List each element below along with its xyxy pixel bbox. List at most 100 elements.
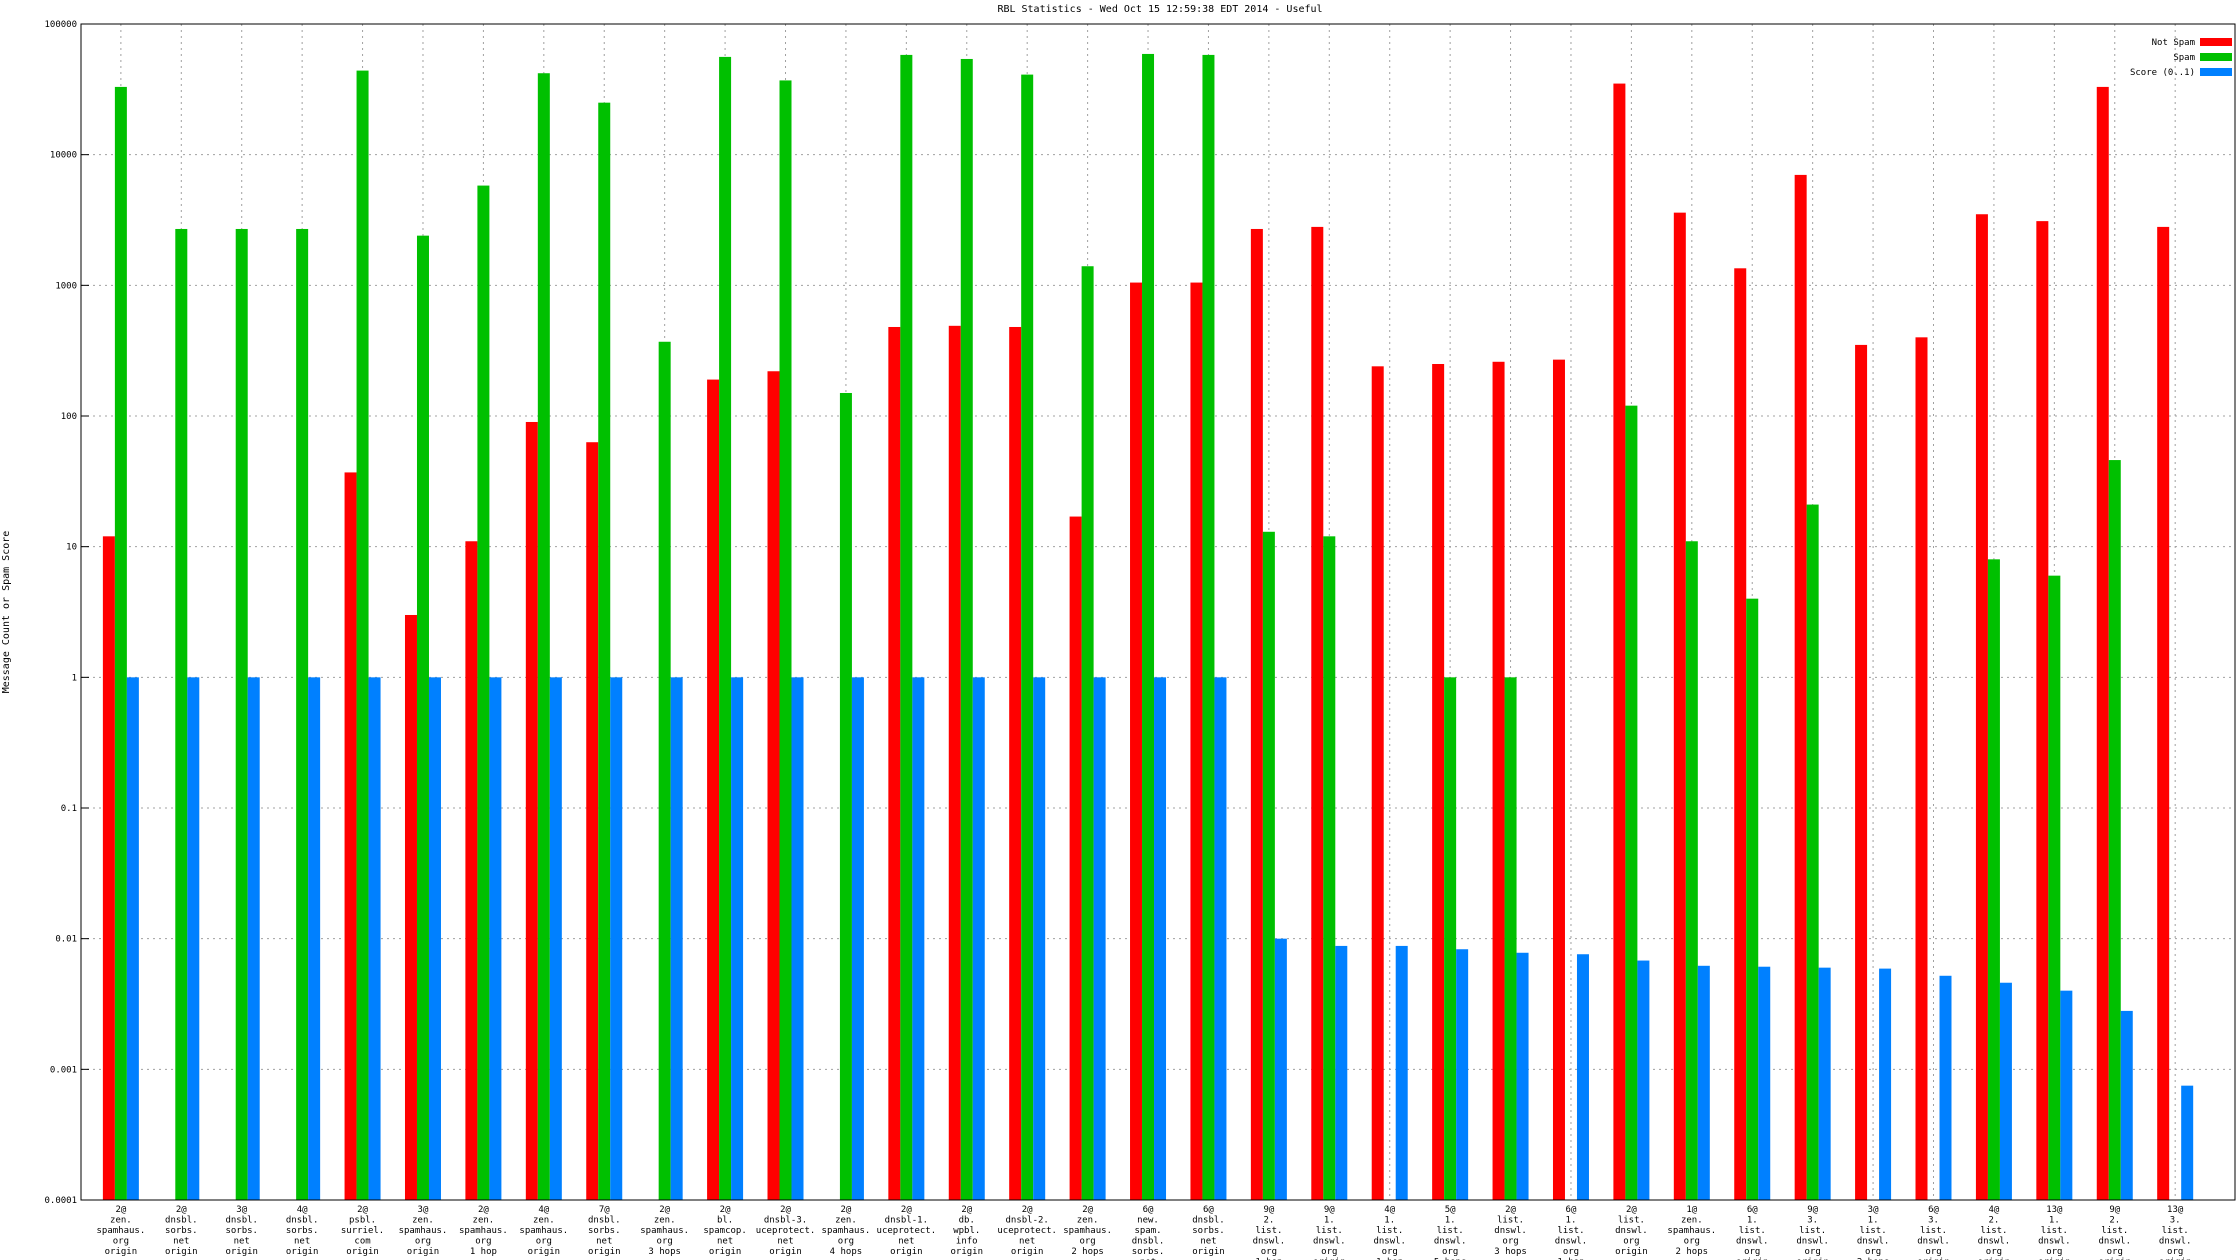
x-tick-label: net (173, 1237, 189, 1247)
x-tick-label: 3@ (418, 1205, 429, 1215)
x-tick-label: dnswl. (1857, 1237, 1890, 1247)
bar (598, 102, 611, 1200)
x-tick-label: dnsbl. (286, 1216, 319, 1226)
bar (707, 379, 720, 1201)
x-tick-label: net (898, 1237, 914, 1247)
bar (1262, 531, 1275, 1200)
x-tick-label: 3. (2170, 1216, 2181, 1226)
x-tick-label: 9@ (2109, 1205, 2120, 1215)
x-tick-label: spamhaus. (399, 1226, 448, 1236)
bar (1142, 53, 1155, 1200)
x-tick-label: zen. (1077, 1216, 1099, 1226)
bar (1999, 982, 2012, 1200)
bar (102, 536, 115, 1200)
x-tick-label: zen. (473, 1216, 495, 1226)
bar (1516, 952, 1529, 1200)
bar (1250, 228, 1263, 1200)
bar (779, 80, 792, 1201)
x-tick-label: org (1623, 1237, 1639, 1247)
x-tick-label: dnswl. (1796, 1237, 1829, 1247)
x-tick-label: dnsbl. (588, 1216, 621, 1226)
legend-swatch (2200, 38, 2232, 46)
bar (2048, 575, 2061, 1200)
x-tick-label: 2@ (1082, 1205, 1093, 1215)
x-tick-label: 3@ (1868, 1205, 1879, 1215)
x-tick-label: org (1865, 1247, 1881, 1257)
y-tick-label: 0.001 (50, 1065, 77, 1075)
bar (2157, 226, 2170, 1201)
x-tick-label: dnswl. (1978, 1237, 2011, 1247)
bar (537, 73, 550, 1200)
x-tick-label: uceprotect. (997, 1226, 1057, 1236)
x-tick-label: list. (1860, 1226, 1887, 1236)
bar (344, 472, 357, 1200)
x-tick-label: sorbs. (286, 1226, 319, 1236)
bar (187, 677, 200, 1200)
bar (1214, 677, 1227, 1200)
bar (610, 677, 623, 1200)
x-tick-label: dnswl. (2159, 1237, 2192, 1247)
bar (477, 185, 490, 1200)
x-tick-label: org (1744, 1247, 1760, 1257)
x-tick-label: info (956, 1237, 978, 1247)
bar (1613, 83, 1626, 1201)
bar (356, 70, 369, 1200)
bar (731, 677, 744, 1200)
x-tick-label: org (838, 1237, 854, 1247)
x-tick-label: sorbs. (165, 1226, 198, 1236)
bar (1758, 966, 1771, 1200)
y-tick-label: 0.01 (55, 935, 77, 945)
x-tick-label: dnswl. (1494, 1226, 1527, 1236)
x-tick-label: list. (1799, 1226, 1826, 1236)
x-tick-label: zen. (1681, 1216, 1703, 1226)
bar (2108, 460, 2121, 1201)
x-tick-label: dnsbl. (165, 1216, 198, 1226)
x-tick-label: 2@ (1626, 1205, 1637, 1215)
x-tick-label: org (657, 1237, 673, 1247)
bar (1335, 945, 1348, 1200)
bar (489, 677, 502, 1200)
x-tick-label: spamhaus. (1667, 1226, 1716, 1236)
x-tick-label: org (1442, 1247, 1458, 1257)
x-tick-label: org (1382, 1247, 1398, 1257)
x-tick-label: 1. (1324, 1216, 1335, 1226)
x-tick-label: 2 hops (1071, 1247, 1104, 1257)
bar (1794, 174, 1807, 1200)
x-tick-label: 4@ (1988, 1205, 1999, 1215)
x-tick-label: origin (165, 1247, 198, 1257)
bar (2060, 990, 2073, 1200)
x-tick-label: origin (769, 1247, 802, 1257)
x-tick-label: 2@ (357, 1205, 368, 1215)
x-tick-label: list. (1376, 1226, 1403, 1236)
x-tick-label: origin (951, 1247, 984, 1257)
x-tick-label: 2@ (841, 1205, 852, 1215)
plot-frame (80, 23, 2236, 1201)
x-tick-label: psbl. (349, 1216, 376, 1226)
bar (839, 392, 852, 1201)
y-tick-label: 0.0001 (44, 1196, 77, 1206)
bar (767, 371, 780, 1200)
x-tick-label: list. (2162, 1226, 2189, 1236)
bar (235, 228, 248, 1200)
x-tick-label: list. (1437, 1226, 1464, 1236)
x-tick-label: origin (225, 1247, 258, 1257)
bar (1915, 337, 1928, 1201)
bar (525, 421, 538, 1200)
bar (404, 614, 417, 1200)
bar (1975, 214, 1988, 1201)
x-tick-label: org (1321, 1247, 1337, 1257)
x-tick-label: dnsbl-1. (885, 1216, 928, 1226)
x-tick-label: 2@ (720, 1205, 731, 1215)
x-tick-label: uceprotect. (756, 1226, 816, 1236)
x-tick-label: dnswl. (2038, 1237, 2071, 1247)
bar (296, 228, 309, 1200)
x-tick-label: 3 hops (648, 1247, 681, 1257)
x-tick-label: origin (346, 1247, 379, 1257)
bar (1746, 598, 1759, 1200)
bar (972, 677, 985, 1200)
bar (1009, 326, 1022, 1200)
bar (1879, 968, 1892, 1200)
x-tick-label: list. (1920, 1226, 1947, 1236)
x-tick-label: org (475, 1237, 491, 1247)
x-tick-label: 5 hops (1434, 1258, 1467, 1260)
